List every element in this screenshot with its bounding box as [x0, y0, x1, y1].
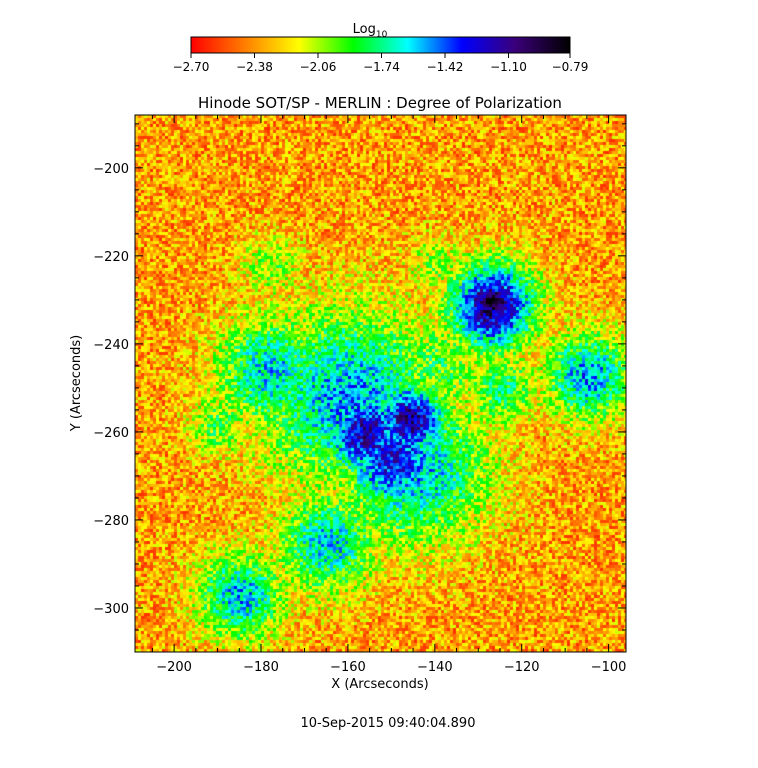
y-tick-label: −300	[93, 602, 129, 617]
colorbar-tick-label: −1.42	[427, 60, 464, 74]
y-tick-label: −280	[93, 514, 129, 529]
colorbar-tick-label: −2.06	[300, 60, 337, 74]
plot-frame	[134, 114, 627, 653]
x-tick-label: −160	[330, 660, 366, 675]
colorbar-tick-label: −2.70	[173, 60, 210, 74]
x-tick-label: −200	[156, 660, 192, 675]
y-axis-label: Y (Arcseconds)	[69, 335, 84, 432]
colorbar-label: Log10	[353, 22, 388, 40]
y-tick-label: −260	[93, 426, 129, 441]
colorbar-tick-label: −2.38	[236, 60, 273, 74]
colorbar: Log10 −2.70 −2.38 −2.06 −1.74 −1.42 −1.10 −0.7…	[173, 22, 589, 74]
y-tick-label: −220	[93, 250, 129, 265]
timestamp: 10-Sep-2015 09:40:04.890	[301, 716, 476, 731]
plot-area: −200 −180 −160 −140 −120 −100 −200 −220 −240 −26…	[93, 114, 627, 675]
x-tick-label: −100	[591, 660, 627, 675]
x-tick-label: −120	[504, 660, 540, 675]
x-tick-label: −180	[243, 660, 279, 675]
colorbar-tick-label: −1.74	[363, 60, 400, 74]
y-axis: −200 −220 −240 −260 −280 −300	[93, 123, 626, 653]
colorbar-strip	[190, 36, 571, 54]
heatmap-image	[135, 115, 626, 652]
y-tick-label: −240	[93, 338, 129, 353]
y-tick-label: −200	[93, 162, 129, 177]
x-axis: −200 −180 −160 −140 −120 −100	[151, 115, 627, 675]
x-axis-label: X (Arcseconds)	[331, 677, 428, 692]
x-tick-label: −140	[417, 660, 453, 675]
colorbar-tick-label: −0.79	[552, 60, 589, 74]
colorbar-tick-label: −1.10	[490, 60, 527, 74]
chart-title: Hinode SOT/SP - MERLIN : Degree of Polar…	[198, 94, 562, 112]
colorbar-ticks: −2.70 −2.38 −2.06 −1.74 −1.42 −1.10 −0.79	[173, 53, 589, 74]
